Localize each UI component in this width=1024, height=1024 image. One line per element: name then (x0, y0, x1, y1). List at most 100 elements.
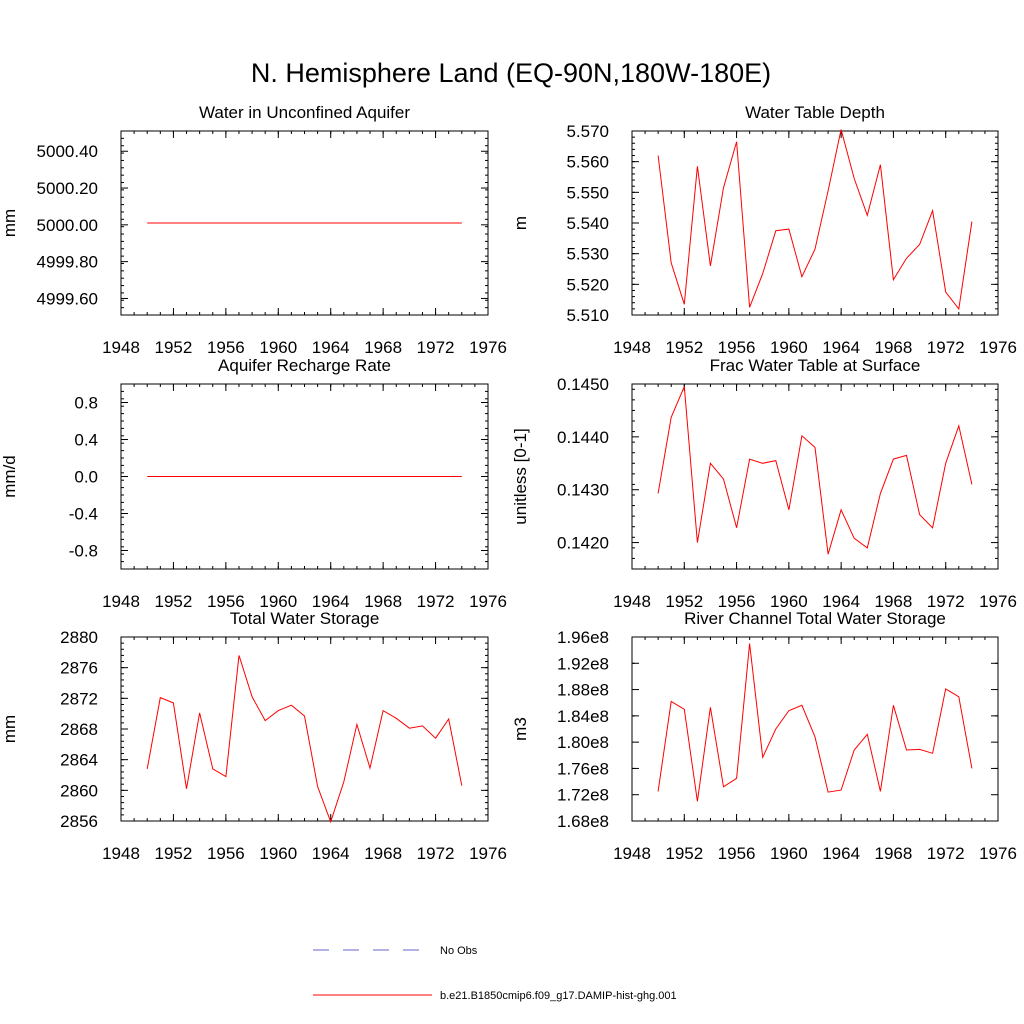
legend: No Obs b.e21.B1850cmip6.f09_g17.DAMIP-hi… (313, 945, 677, 1002)
x-tick-label: 1960 (259, 592, 297, 611)
y-tick-label: 5.530 (566, 245, 609, 264)
y-tick-label: 2860 (60, 781, 98, 800)
x-tick-label: 1952 (665, 844, 703, 863)
x-tick-label: 1948 (102, 592, 140, 611)
x-tick-label: 1952 (665, 338, 703, 357)
y-tick-label: 5.570 (566, 122, 609, 141)
y-tick-label: 5.520 (566, 275, 609, 294)
x-tick-label: 1956 (718, 844, 756, 863)
plot-frame (120, 636, 489, 822)
y-tick-label: 2876 (60, 659, 98, 678)
panel-title: Water Table Depth (745, 103, 885, 122)
x-tick-label: 1972 (417, 844, 455, 863)
y-tick-label: 1.92e8 (557, 654, 609, 673)
y-tick-label: 2856 (60, 812, 98, 831)
y-tick-label: 1.80e8 (557, 733, 609, 752)
y-tick-label: 0.0 (74, 468, 98, 487)
x-tick-label: 1972 (927, 338, 965, 357)
x-tick-label: 1968 (875, 844, 913, 863)
x-tick-label: 1968 (364, 338, 402, 357)
y-axis-label: mm/d (0, 455, 19, 498)
x-tick-label: 1964 (312, 844, 350, 863)
x-tick-label: 1952 (155, 338, 193, 357)
x-tick-label: 1956 (718, 592, 756, 611)
y-tick-label: 2868 (60, 720, 98, 739)
x-tick-label: 1948 (613, 844, 651, 863)
y-axis-label: m (511, 216, 530, 230)
x-tick-label: 1976 (469, 592, 507, 611)
x-tick-label: 1964 (312, 338, 350, 357)
x-tick-label: 1948 (102, 338, 140, 357)
panel-total-water-storage: Total Water Storage mm 1948 1952 1956 1960 196… (0, 609, 507, 863)
x-tick-label: 1948 (613, 592, 651, 611)
x-tick-label: 1952 (665, 592, 703, 611)
plot-frame (631, 130, 999, 316)
y-axis-label: m3 (511, 717, 530, 741)
main-title: N. Hemisphere Land (EQ-90N,180W-180E) (251, 58, 771, 88)
y-tick-label: 0.1430 (557, 481, 609, 500)
y-tick-label: 2880 (60, 628, 98, 647)
x-tick-label: 1960 (259, 338, 297, 357)
y-tick-label: 1.96e8 (557, 628, 609, 647)
x-tick-label: 1956 (207, 338, 245, 357)
x-tick-label: 1960 (259, 844, 297, 863)
y-tick-label: 5.550 (566, 183, 609, 202)
panel-title: River Channel Total Water Storage (684, 609, 946, 628)
x-tick-label: 1948 (102, 844, 140, 863)
y-tick-label: 5000.00 (37, 216, 98, 235)
y-tick-label: 0.1450 (557, 375, 609, 394)
x-tick-label: 1972 (927, 592, 965, 611)
y-tick-label: 1.68e8 (557, 812, 609, 831)
x-tick-label: 1964 (822, 338, 860, 357)
y-tick-label: -0.4 (69, 505, 98, 524)
y-tick-label: 0.8 (74, 394, 98, 413)
panel-frac-water-table: Frac Water Table at Surface unitless [0-1… (511, 356, 1017, 611)
x-tick-label: 1976 (979, 592, 1017, 611)
x-tick-label: 1968 (364, 592, 402, 611)
x-tick-label: 1972 (927, 844, 965, 863)
x-tick-label: 1952 (155, 844, 193, 863)
x-tick-label: 1956 (207, 844, 245, 863)
y-tick-label: 1.72e8 (557, 786, 609, 805)
y-tick-label: 0.1440 (557, 428, 609, 447)
x-tick-label: 1960 (770, 592, 808, 611)
x-tick-label: 1968 (875, 592, 913, 611)
x-tick-label: 1976 (979, 338, 1017, 357)
y-tick-label: 5000.20 (37, 179, 98, 198)
panel-water-table-depth: Water Table Depth m 1948 1952 1956 1960 1964 19… (511, 103, 1017, 357)
x-tick-label: 1968 (364, 844, 402, 863)
x-tick-label: 1976 (469, 338, 507, 357)
y-tick-label: 2872 (60, 689, 98, 708)
y-tick-label: 4999.80 (37, 253, 98, 272)
y-axis-label: mm (0, 209, 19, 237)
y-tick-label: 1.88e8 (557, 681, 609, 700)
series-line (657, 129, 973, 311)
x-tick-label: 1964 (822, 592, 860, 611)
y-tick-label: -0.8 (69, 542, 98, 561)
y-tick-label: 0.1420 (557, 534, 609, 553)
x-tick-label: 1964 (312, 592, 350, 611)
series-line (146, 655, 463, 824)
panel-title: Total Water Storage (230, 609, 380, 628)
legend-obs-label: No Obs (440, 945, 478, 957)
x-tick-label: 1976 (979, 844, 1017, 863)
x-tick-label: 1968 (875, 338, 913, 357)
x-tick-label: 1960 (770, 844, 808, 863)
y-tick-label: 5.510 (566, 306, 609, 325)
y-tick-label: 2864 (60, 751, 98, 770)
x-tick-label: 1952 (155, 592, 193, 611)
y-axis-label: mm (0, 715, 19, 743)
panel-title: Frac Water Table at Surface (710, 356, 921, 375)
y-tick-label: 5000.40 (37, 142, 98, 161)
x-tick-label: 1960 (770, 338, 808, 357)
y-tick-label: 1.76e8 (557, 759, 609, 778)
y-tick-label: 1.84e8 (557, 707, 609, 726)
panel-title: Aquifer Recharge Rate (218, 356, 391, 375)
y-tick-label: 5.540 (566, 214, 609, 233)
series-line (657, 643, 973, 802)
panel-title: Water in Unconfined Aquifer (199, 103, 410, 122)
series-line (657, 386, 973, 555)
y-tick-label: 0.4 (74, 431, 98, 450)
x-tick-label: 1972 (417, 338, 455, 357)
